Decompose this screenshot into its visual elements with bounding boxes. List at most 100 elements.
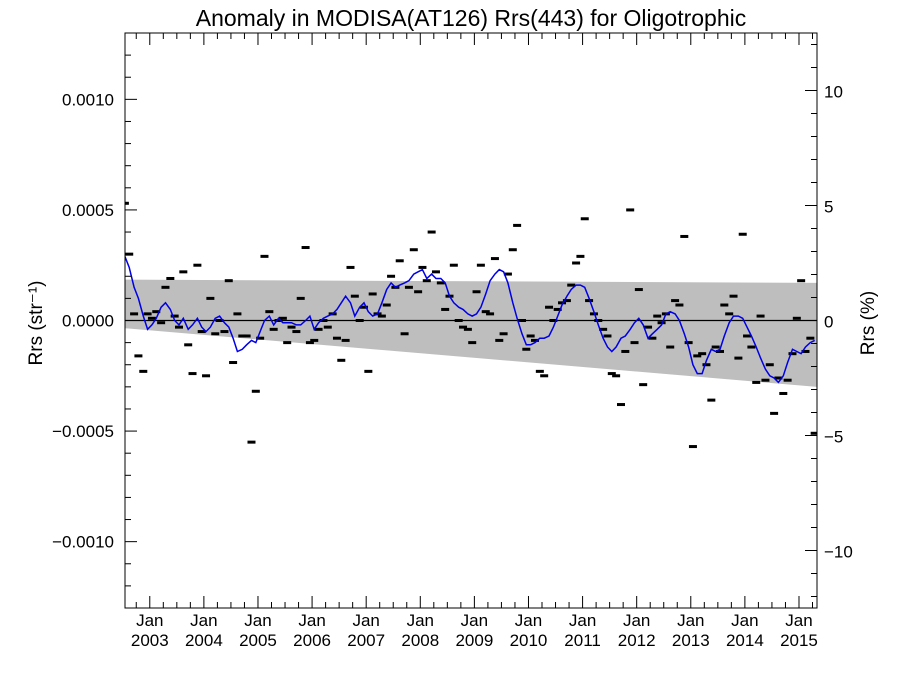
anomaly-marker — [247, 440, 256, 444]
x-tick-year-label: 2007 — [347, 631, 385, 650]
anomaly-marker — [770, 411, 779, 415]
plot-area — [125, 201, 817, 449]
anomaly-marker — [558, 301, 567, 305]
anomaly-marker — [364, 369, 373, 373]
anomaly-marker — [513, 223, 522, 227]
anomaly-marker — [202, 374, 211, 378]
x-tick-year-label: 2012 — [618, 631, 656, 650]
anomaly-marker — [545, 305, 554, 309]
chart-title: Anomaly in MODISA(AT126) Rrs(443) for Ol… — [196, 5, 746, 31]
anomaly-marker — [562, 299, 571, 303]
anomaly-marker — [193, 263, 202, 267]
anomaly-marker — [143, 312, 152, 316]
anomaly-marker — [666, 345, 675, 349]
anomaly-marker — [157, 321, 166, 325]
anomaly-marker — [657, 321, 666, 325]
anomaly-marker — [296, 296, 305, 300]
anomaly-marker — [382, 303, 391, 307]
anomaly-marker — [499, 332, 508, 336]
anomaly-marker — [269, 327, 278, 331]
anomaly-marker — [454, 319, 463, 322]
anomaly-marker — [607, 372, 616, 376]
anomaly-marker — [495, 338, 504, 342]
anomaly-marker — [612, 374, 621, 378]
anomaly-marker — [634, 288, 643, 292]
anomaly-marker — [459, 325, 468, 329]
anomaly-marker — [675, 303, 684, 307]
anomaly-marker — [441, 307, 450, 311]
x-tick-year-label: 2013 — [672, 631, 710, 650]
x-tick-year-label: 2008 — [401, 631, 439, 650]
anomaly-marker — [179, 270, 188, 274]
anomaly-marker — [653, 314, 662, 318]
anomaly-marker — [368, 292, 377, 296]
anomaly-marker — [540, 374, 549, 378]
x-tick-year-label: 2004 — [185, 631, 223, 650]
anomaly-marker — [350, 294, 359, 298]
anomaly-marker — [648, 336, 657, 340]
anomaly-marker — [206, 296, 215, 300]
anomaly-marker — [472, 290, 481, 294]
x-tick-month-label: Jan — [515, 611, 542, 630]
anomaly-marker — [184, 343, 193, 347]
anomaly-marker — [779, 391, 788, 395]
x-tick-month-label: Jan — [136, 611, 163, 630]
anomaly-marker — [224, 279, 233, 283]
anomaly-marker — [530, 338, 539, 342]
anomaly-marker — [774, 376, 783, 380]
anomaly-marker — [720, 303, 729, 307]
anomaly-marker — [377, 314, 386, 318]
anomaly-marker — [801, 349, 810, 353]
anomaly-marker — [508, 248, 517, 252]
left-tick-label: −0.0005 — [52, 422, 114, 441]
anomaly-marker — [211, 332, 220, 336]
anomaly-marker — [680, 234, 689, 238]
anomaly-marker — [139, 369, 148, 373]
anomaly-marker — [314, 327, 323, 331]
anomaly-marker — [684, 341, 693, 345]
anomaly-marker — [125, 201, 129, 205]
anomaly-marker — [468, 341, 477, 345]
uncertainty-band — [125, 279, 817, 387]
anomaly-marker — [476, 263, 485, 267]
plot-inner — [125, 201, 817, 449]
anomaly-marker — [174, 325, 183, 329]
left-tick-label: −0.0010 — [52, 533, 114, 552]
anomaly-marker — [715, 349, 724, 353]
anomaly-marker — [229, 361, 238, 365]
anomaly-marker — [449, 263, 458, 267]
anomaly-marker — [274, 319, 283, 322]
anomaly-marker — [725, 312, 734, 316]
anomaly-marker — [400, 332, 409, 336]
anomaly-marker — [761, 378, 770, 382]
anomaly-marker — [260, 254, 269, 258]
right-tick-label: 5 — [824, 198, 833, 217]
anomaly-marker — [671, 299, 680, 303]
anomaly-marker — [765, 363, 774, 367]
anomaly-marker — [188, 372, 197, 376]
anomaly-marker — [630, 341, 639, 345]
anomaly-marker — [711, 345, 720, 349]
anomaly-marker — [283, 341, 292, 345]
x-tick-month-label: Jan — [298, 611, 325, 630]
anomaly-marker — [409, 248, 418, 252]
x-tick-month-label: Jan — [677, 611, 704, 630]
anomaly-marker — [603, 334, 612, 338]
right-tick-label: −5 — [824, 428, 843, 447]
anomaly-marker — [346, 265, 355, 269]
anomaly-marker — [197, 330, 206, 334]
y-axis-label-right: Rrs (%) — [858, 291, 879, 355]
anomaly-marker — [553, 307, 562, 311]
anomaly-marker — [436, 281, 445, 285]
right-tick-label: 10 — [824, 83, 843, 102]
axes: 0.0010 0.0005 0.0000 −0.0005 −0.0010 10 5 0 −5 −1… — [52, 32, 853, 650]
x-tick-year-label: 2014 — [726, 631, 764, 650]
anomaly-marker — [594, 319, 603, 322]
anomaly-marker — [752, 380, 761, 384]
y-axis-label-left: Rrs (str⁻¹) — [26, 281, 47, 366]
anomaly-marker — [693, 354, 702, 358]
x-tick-month-label: Jan — [244, 611, 271, 630]
anomaly-marker — [599, 327, 608, 331]
anomaly-marker — [215, 319, 224, 322]
